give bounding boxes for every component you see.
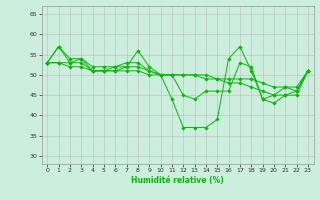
X-axis label: Humidité relative (%): Humidité relative (%) — [131, 176, 224, 185]
